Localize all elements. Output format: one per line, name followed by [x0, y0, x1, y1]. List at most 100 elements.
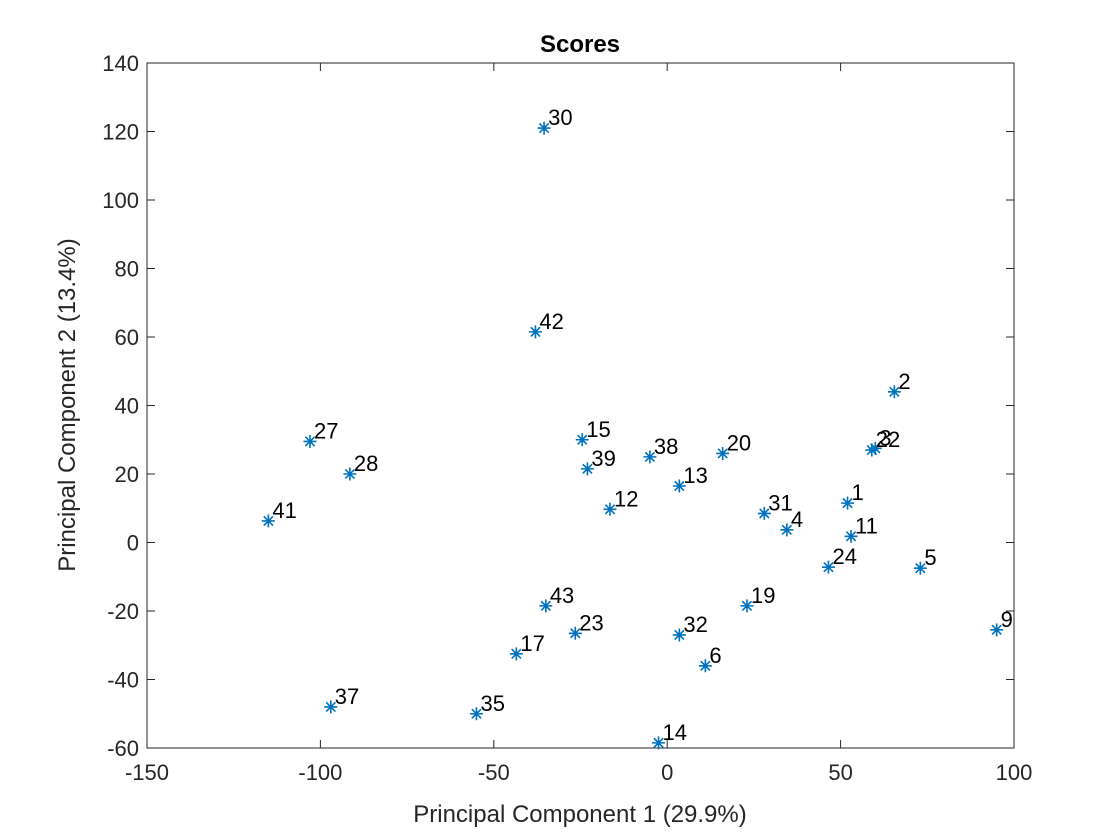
point-marker [821, 560, 835, 574]
point-label: 32 [683, 612, 707, 637]
point-27: 27 [303, 418, 338, 448]
point-label: 4 [791, 507, 803, 532]
point-marker [343, 467, 357, 481]
point-6: 6 [698, 643, 722, 673]
point-label: 12 [614, 486, 638, 511]
point-label: 11 [855, 513, 878, 538]
point-4: 4 [780, 507, 803, 537]
point-12: 12 [603, 486, 638, 516]
y-tick-label: 80 [115, 257, 139, 282]
point-31: 31 [757, 490, 793, 520]
point-label: 14 [663, 720, 687, 745]
point-marker [780, 523, 794, 537]
point-marker [672, 628, 686, 642]
y-tick-label: 100 [102, 188, 139, 213]
point-label: 13 [683, 463, 707, 488]
point-24: 24 [821, 544, 857, 574]
point-marker [716, 446, 730, 460]
point-marker [698, 659, 712, 673]
point-marker [643, 450, 657, 464]
point-38: 38 [643, 434, 678, 464]
point-label: 41 [272, 498, 296, 523]
point-label: 27 [314, 418, 338, 443]
point-label: 6 [709, 643, 721, 668]
point-label: 39 [591, 446, 615, 471]
point-label: 35 [480, 691, 504, 716]
point-label: 15 [586, 417, 610, 442]
point-label: 5 [924, 545, 936, 570]
point-14: 14 [652, 720, 687, 750]
point-9: 9 [990, 607, 1013, 637]
point-20: 20 [716, 430, 751, 460]
point-label: 43 [550, 583, 574, 608]
point-28: 28 [343, 451, 378, 481]
point-marker [539, 599, 553, 613]
point-marker [509, 647, 523, 661]
y-tick-label: -60 [107, 736, 139, 761]
point-marker [865, 443, 879, 457]
point-label: 9 [1001, 607, 1013, 632]
x-tick-label: 0 [661, 760, 673, 785]
y-tick-label: 20 [115, 462, 139, 487]
point-marker [580, 462, 594, 476]
chart-title: Scores [540, 31, 620, 58]
y-tick-label: -40 [107, 668, 139, 693]
y-axis-label: Principal Component 2 (13.4%) [54, 238, 81, 572]
point-11: 11 [844, 513, 878, 543]
point-label: 22 [876, 427, 900, 452]
x-tick-label: 100 [996, 760, 1033, 785]
point-label: 20 [727, 430, 751, 455]
point-marker [844, 529, 858, 543]
point-13: 13 [672, 463, 708, 493]
point-marker [887, 385, 901, 399]
point-19: 19 [740, 583, 775, 613]
point-marker [469, 707, 483, 721]
point-marker [537, 121, 551, 135]
point-1: 1 [841, 480, 864, 510]
point-label: 42 [539, 309, 563, 334]
point-label: 38 [654, 434, 678, 459]
y-tick-label: 120 [102, 120, 139, 145]
point-41: 41 [261, 498, 297, 528]
point-label: 3 [879, 425, 891, 450]
point-15: 15 [575, 417, 611, 447]
x-axis-label: Principal Component 1 (29.9%) [413, 801, 747, 828]
point-marker [652, 736, 666, 750]
point-label: 28 [354, 451, 378, 476]
point-39: 39 [580, 446, 616, 476]
y-tick-label: 140 [102, 51, 139, 76]
point-marker [841, 496, 855, 510]
point-35: 35 [469, 691, 505, 721]
axis-ticks: -150 -100 -50 0 50 100-60-40-2002040608010012… [102, 51, 1032, 785]
point-32: 32 [672, 612, 708, 642]
point-label: 24 [832, 544, 856, 569]
point-43: 43 [539, 583, 574, 613]
point-23: 23 [568, 610, 604, 640]
y-tick-label: 40 [115, 394, 139, 419]
y-tick-label: -20 [107, 599, 139, 624]
point-42: 42 [528, 309, 564, 339]
point-30: 30 [537, 105, 573, 135]
x-tick-label: -150 [125, 760, 169, 785]
x-tick-label: -50 [478, 760, 510, 785]
point-3: 3 [868, 425, 892, 455]
point-marker [603, 502, 617, 516]
point-2: 2 [887, 369, 911, 399]
point-label: 19 [751, 583, 775, 608]
point-label: 30 [548, 105, 572, 130]
x-tick-label: 50 [828, 760, 852, 785]
point-label: 23 [579, 610, 603, 635]
point-label: 17 [520, 631, 544, 656]
point-marker [261, 514, 275, 528]
y-tick-label: 0 [127, 531, 139, 556]
point-marker [868, 441, 882, 455]
point-marker [913, 561, 927, 575]
point-marker [568, 626, 582, 640]
point-label: 2 [898, 369, 910, 394]
point-marker [672, 479, 686, 493]
point-marker [303, 434, 317, 448]
y-tick-label: 60 [115, 325, 139, 350]
